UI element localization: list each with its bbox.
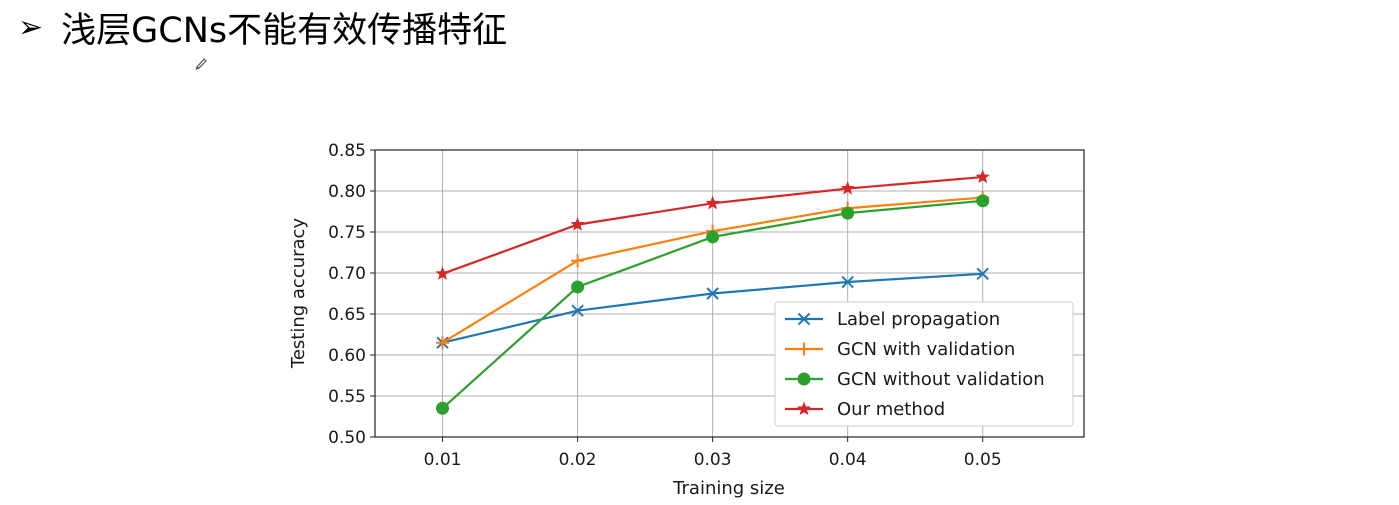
arrow-bullet-icon: ➢ — [18, 9, 44, 45]
data-point — [841, 206, 855, 220]
data-point — [570, 217, 585, 231]
data-point — [706, 230, 720, 244]
data-point — [976, 267, 989, 281]
data-point — [571, 280, 585, 294]
legend-entry: GCN with validation — [837, 339, 1015, 360]
data-point — [571, 304, 584, 317]
x-tick-label: 0.04 — [829, 450, 867, 470]
y-axis-label: Testing accuracy — [288, 218, 309, 370]
data-point — [975, 169, 990, 184]
y-tick-label: 0.70 — [328, 264, 366, 284]
series-our-method — [435, 169, 990, 280]
data-point — [976, 194, 990, 208]
y-tick-label: 0.50 — [328, 428, 366, 448]
y-tick-label: 0.60 — [328, 346, 366, 366]
pen-icon — [195, 58, 207, 70]
legend-box — [774, 301, 1074, 427]
plot-frame — [374, 149, 1085, 438]
legend-entry: GCN without validation — [837, 369, 1045, 390]
legend-marker — [797, 372, 811, 386]
x-tick-label: 0.05 — [964, 450, 1002, 470]
data-point — [841, 275, 854, 289]
data-point — [705, 195, 720, 210]
series-group — [435, 169, 990, 415]
legend-marker — [796, 401, 812, 416]
legend-marker — [797, 342, 811, 356]
data-point — [840, 181, 855, 195]
x-axis-label: Training size — [672, 478, 785, 499]
legend: Label propagation GCN with validation GCN … — [774, 301, 1074, 427]
series-gcn-without-validation — [436, 194, 990, 415]
legend-entry: Our method — [837, 399, 945, 420]
x-tick-label: 0.01 — [424, 450, 462, 470]
data-point — [435, 266, 450, 280]
data-point — [436, 401, 450, 415]
slide-title: ➢ 浅层GCNs不能有效传播特征 — [18, 2, 507, 53]
data-point — [571, 254, 585, 268]
x-tick-label: 0.02 — [559, 450, 597, 470]
y-tick-label: 0.75 — [328, 223, 366, 243]
data-point — [706, 287, 719, 300]
data-point — [436, 336, 450, 350]
legend-entry: Label propagation — [837, 309, 1000, 330]
axis-ticks: 0.50 0.55 0.60 0.65 0.70 0.75 0.80 0.85 0.01 0.02… — [328, 141, 1002, 470]
x-tick-label: 0.03 — [694, 450, 732, 470]
slide-title-text: 浅层GCNs不能有效传播特征 — [61, 11, 508, 51]
y-tick-label: 0.85 — [328, 141, 366, 161]
legend-marker — [797, 312, 811, 326]
y-tick-label: 0.55 — [328, 387, 366, 407]
y-tick-label: 0.65 — [328, 305, 366, 325]
y-tick-label: 0.80 — [328, 182, 366, 202]
